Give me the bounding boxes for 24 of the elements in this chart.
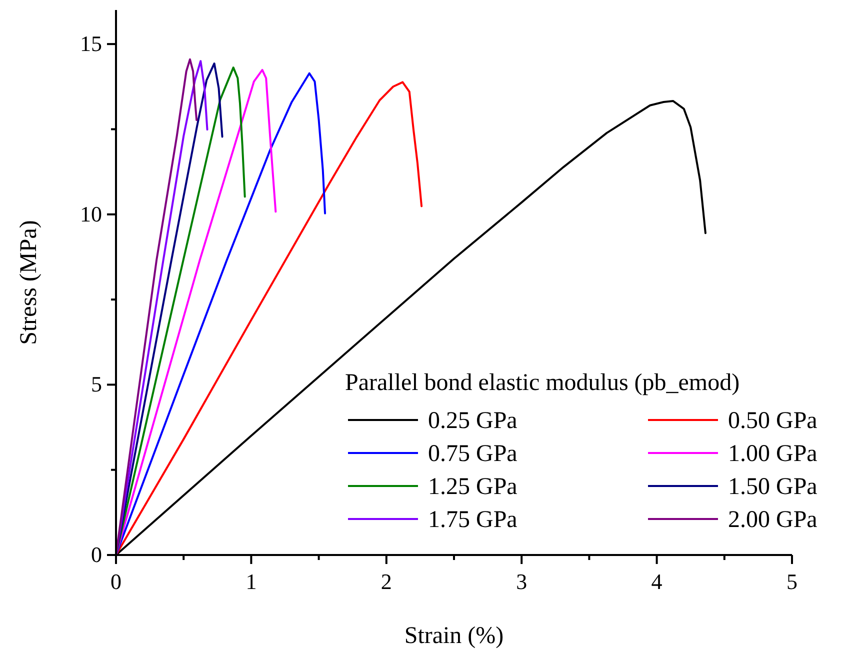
line-series (115, 81, 423, 556)
legend-label: 0.25 GPa (428, 408, 518, 434)
x-tick-label: 3 (516, 569, 528, 594)
legend-label: 0.75 GPa (428, 441, 518, 467)
legend-title: Parallel bond elastic modulus (pb_emod) (345, 370, 740, 396)
y-tick-label: 15 (80, 31, 102, 56)
x-tick-label: 1 (246, 569, 257, 594)
legend-label: 2.00 GPa (728, 507, 818, 533)
x-tick-label: 5 (786, 569, 798, 594)
x-axis-title: Strain (%) (404, 623, 504, 649)
legend-label: 1.25 GPa (428, 474, 518, 500)
legend-label: 0.50 GPa (728, 408, 818, 434)
y-tick-label: 5 (91, 372, 102, 397)
y-tick-label: 10 (80, 201, 102, 226)
line-series (115, 66, 246, 556)
x-tick-label: 4 (651, 569, 662, 594)
x-tick-label: 2 (380, 569, 392, 594)
x-tick-label: 0 (110, 569, 122, 594)
legend-label: 1.50 GPa (728, 474, 818, 500)
y-axis-title: Stress (MPa) (16, 220, 42, 345)
y-tick-label: 0 (91, 542, 102, 567)
legend-label: 1.75 GPa (428, 507, 518, 533)
legend-label: 1.00 GPa (728, 441, 818, 467)
line-series (115, 72, 326, 556)
